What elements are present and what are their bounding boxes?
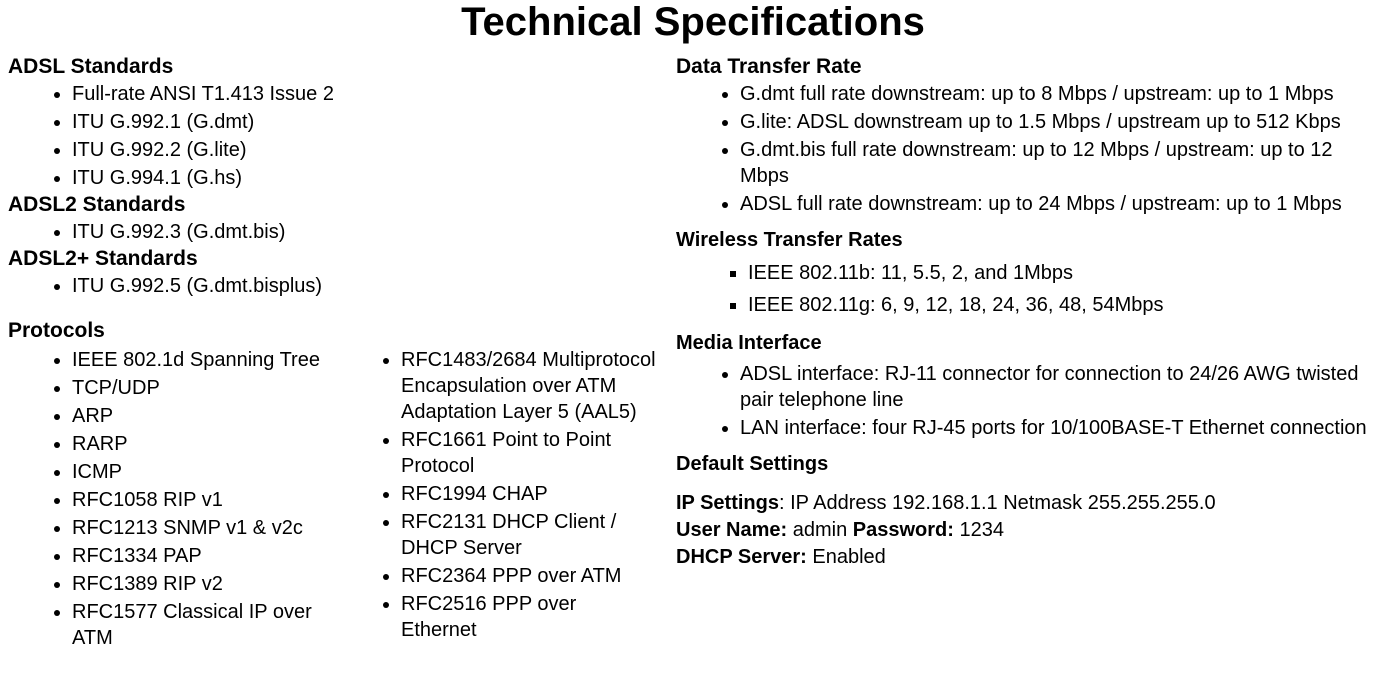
list-item: ICMP [72, 459, 327, 485]
list-item: G.dmt full rate downstream: up to 8 Mbps… [740, 81, 1378, 107]
list-item: RFC1483/2684 Multiprotocol Encapsulation… [401, 347, 656, 425]
password-value: 1234 [954, 519, 1004, 541]
adsl-standards-heading: ADSL Standards [8, 55, 656, 79]
list-item: RFC1661 Point to Point Protocol [401, 427, 656, 479]
list-item: ADSL full rate downstream: up to 24 Mbps… [740, 191, 1378, 217]
adsl2plus-standards-heading: ADSL2+ Standards [8, 247, 656, 271]
dhcp-value: Enabled [807, 546, 886, 568]
list-item: IEEE 802.11b: 11, 5.5, 2, and 1Mbps [748, 258, 1378, 288]
ip-settings-line: IP Settings: IP Address 192.168.1.1 Netm… [676, 490, 1378, 517]
list-item: ADSL interface: RJ-11 connector for conn… [740, 361, 1378, 413]
list-item: RFC2131 DHCP Client / DHCP Server [401, 509, 656, 561]
list-item: RFC1213 SNMP v1 & v2c [72, 515, 327, 541]
list-item: RFC1389 RIP v2 [72, 571, 327, 597]
columns-wrap: ADSL Standards Full-rate ANSI T1.413 Iss… [8, 53, 1378, 653]
username-label: User Name: [676, 519, 787, 541]
list-item: ITU G.994.1 (G.hs) [72, 165, 656, 191]
wireless-transfer-rates-list: IEEE 802.11b: 11, 5.5, 2, and 1MbpsIEEE … [676, 258, 1378, 320]
list-item: RFC2364 PPP over ATM [401, 563, 656, 589]
list-item: RARP [72, 431, 327, 457]
username-value: admin [787, 519, 853, 541]
protocols-list-col2: RFC1483/2684 Multiprotocol Encapsulation… [337, 345, 656, 653]
adsl2-standards-heading: ADSL2 Standards [8, 193, 656, 217]
credentials-line: User Name: admin Password: 1234 [676, 517, 1378, 544]
left-column: ADSL Standards Full-rate ANSI T1.413 Iss… [8, 53, 656, 653]
dhcp-line: DHCP Server: Enabled [676, 544, 1378, 571]
ip-settings-value: : IP Address 192.168.1.1 Netmask 255.255… [779, 492, 1216, 514]
list-item: Full-rate ANSI T1.413 Issue 2 [72, 81, 656, 107]
data-transfer-rate-heading: Data Transfer Rate [676, 55, 1378, 79]
right-column: Data Transfer Rate G.dmt full rate downs… [676, 53, 1378, 653]
adsl2-standards-list: ITU G.992.3 (G.dmt.bis) [8, 219, 656, 245]
default-settings-block: IP Settings: IP Address 192.168.1.1 Netm… [676, 490, 1378, 571]
list-item: RFC2516 PPP over Ethernet [401, 591, 656, 643]
list-item: ITU G.992.3 (G.dmt.bis) [72, 219, 656, 245]
protocols-columns: IEEE 802.1d Spanning TreeTCP/UDPARPRARPI… [8, 345, 656, 653]
protocols-heading: Protocols [8, 319, 656, 343]
media-interface-list: ADSL interface: RJ-11 connector for conn… [676, 361, 1378, 441]
default-settings-heading: Default Settings [676, 453, 1378, 476]
list-item: LAN interface: four RJ-45 ports for 10/1… [740, 415, 1378, 441]
wireless-transfer-rates-heading: Wireless Transfer Rates [676, 229, 1378, 252]
list-item: TCP/UDP [72, 375, 327, 401]
list-item: IEEE 802.11g: 6, 9, 12, 18, 24, 36, 48, … [748, 290, 1378, 320]
page-title: Technical Specifications [8, 0, 1378, 45]
list-item: IEEE 802.1d Spanning Tree [72, 347, 327, 373]
list-item: RFC1577 Classical IP over ATM [72, 599, 327, 651]
dhcp-label: DHCP Server: [676, 546, 807, 568]
list-item: RFC1994 CHAP [401, 481, 656, 507]
adsl-standards-list: Full-rate ANSI T1.413 Issue 2ITU G.992.1… [8, 81, 656, 191]
list-item: G.lite: ADSL downstream up to 1.5 Mbps /… [740, 109, 1378, 135]
list-item: ITU G.992.5 (G.dmt.bisplus) [72, 273, 656, 299]
list-item: RFC1334 PAP [72, 543, 327, 569]
list-item: ARP [72, 403, 327, 429]
list-item: G.dmt.bis full rate downstream: up to 12… [740, 137, 1378, 189]
list-item: ITU G.992.2 (G.lite) [72, 137, 656, 163]
list-item: RFC1058 RIP v1 [72, 487, 327, 513]
adsl2plus-standards-list: ITU G.992.5 (G.dmt.bisplus) [8, 273, 656, 299]
protocols-list-col1: IEEE 802.1d Spanning TreeTCP/UDPARPRARPI… [8, 345, 327, 653]
list-item: ITU G.992.1 (G.dmt) [72, 109, 656, 135]
password-label: Password: [853, 519, 954, 541]
data-transfer-rate-list: G.dmt full rate downstream: up to 8 Mbps… [676, 81, 1378, 217]
ip-settings-label: IP Settings [676, 492, 779, 514]
media-interface-heading: Media Interface [676, 332, 1378, 355]
